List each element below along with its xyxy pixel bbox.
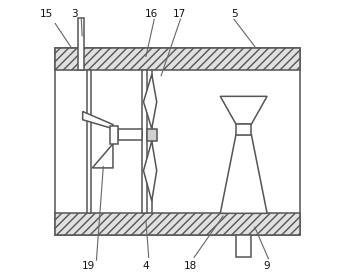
Bar <box>146 129 157 141</box>
Bar <box>236 124 251 135</box>
Bar <box>236 235 251 257</box>
Text: 17: 17 <box>172 9 186 19</box>
Polygon shape <box>220 135 267 213</box>
Bar <box>87 70 91 213</box>
Bar <box>78 18 84 70</box>
Bar <box>118 129 142 140</box>
Polygon shape <box>92 144 113 168</box>
Text: 19: 19 <box>82 260 95 270</box>
Text: 18: 18 <box>183 260 197 270</box>
Polygon shape <box>144 74 157 129</box>
Bar <box>55 213 300 235</box>
Text: 5: 5 <box>231 9 237 19</box>
Bar <box>110 126 118 144</box>
Polygon shape <box>220 96 267 124</box>
Text: 16: 16 <box>145 9 158 19</box>
Bar <box>142 70 147 213</box>
Polygon shape <box>144 141 157 201</box>
Text: 3: 3 <box>71 9 78 19</box>
Text: 4: 4 <box>143 260 149 270</box>
Bar <box>55 48 300 70</box>
Text: 9: 9 <box>264 260 270 270</box>
Polygon shape <box>83 111 113 129</box>
Bar <box>55 48 300 235</box>
Text: 15: 15 <box>40 9 53 19</box>
